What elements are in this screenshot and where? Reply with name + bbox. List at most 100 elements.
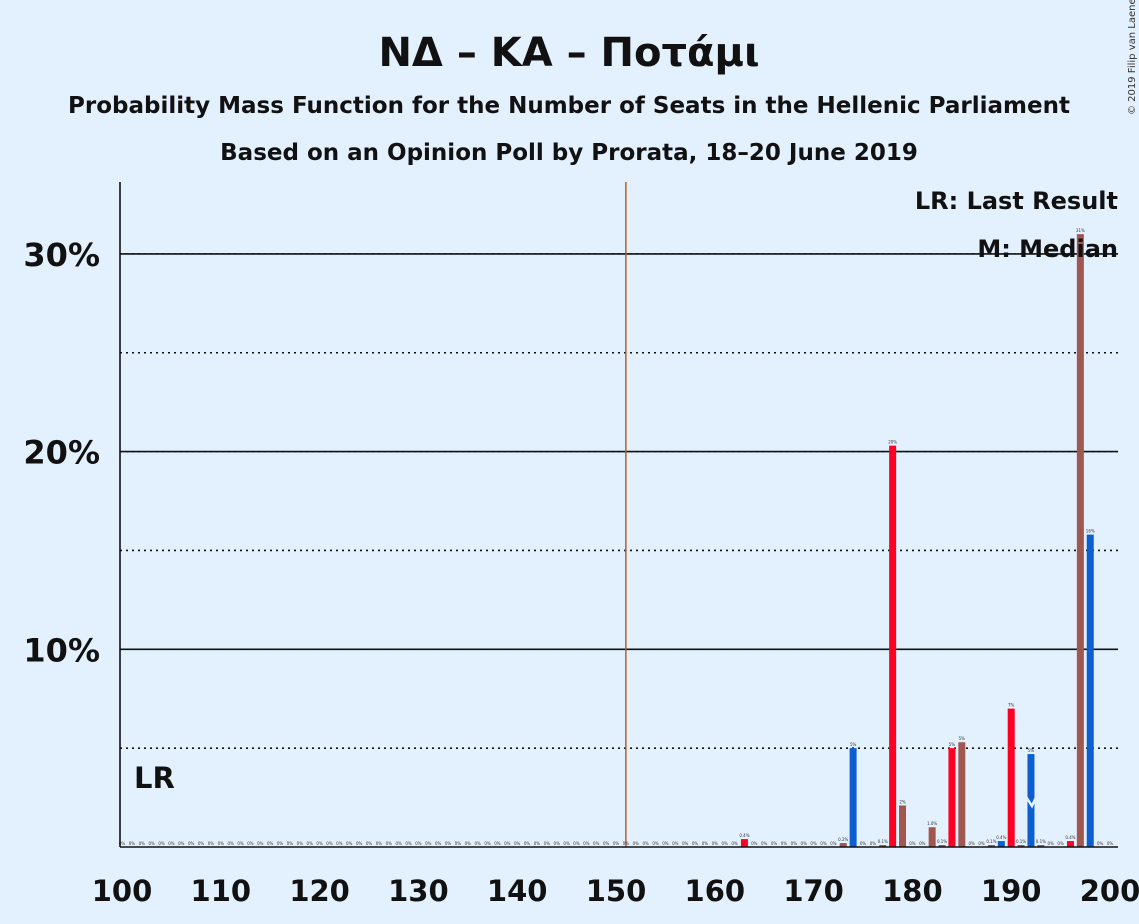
zero-label-106: 0% — [178, 841, 185, 846]
zero-label-126: 0% — [376, 841, 383, 846]
y-tick-30: 30% — [23, 236, 100, 274]
zero-label-152: 0% — [633, 841, 640, 846]
zero-label-113: 0% — [247, 841, 254, 846]
bar-label-183: 0.1% — [937, 839, 947, 844]
zero-label-157: 0% — [682, 841, 689, 846]
zero-label-149: 0% — [603, 841, 610, 846]
bar-188 — [987, 845, 995, 847]
x-tick-110: 110 — [191, 874, 252, 908]
bar-label-178: 20% — [888, 440, 897, 445]
zero-label-134: 0% — [455, 841, 462, 846]
bar-191 — [1017, 845, 1025, 847]
zero-label-111: 0% — [228, 841, 235, 846]
zero-label-124: 0% — [356, 841, 363, 846]
bar-183 — [938, 845, 946, 847]
zero-label-100: 0% — [119, 841, 126, 846]
bar-192 — [1027, 754, 1035, 847]
bar-label-182: 1.0% — [927, 821, 937, 826]
bar-193 — [1037, 845, 1045, 847]
axes — [119, 182, 1118, 848]
zero-label-156: 0% — [672, 841, 679, 846]
bar-label-163: 0.4% — [739, 833, 749, 838]
median-marker — [1023, 794, 1039, 809]
zero-label-132: 0% — [435, 841, 442, 846]
y-tick-20: 20% — [23, 434, 100, 472]
zero-label-121: 0% — [326, 841, 333, 846]
zero-label-168: 0% — [791, 841, 798, 846]
bar-182 — [928, 827, 936, 847]
zero-label-139: 0% — [504, 841, 511, 846]
chart-subtitle-2: Based on an Opinion Poll by Prorata, 18–… — [220, 140, 918, 166]
x-tick-200: 200 — [1080, 874, 1139, 908]
zero-label-144: 0% — [554, 841, 561, 846]
zero-labels: 0% 0% 0% 0% 0% 0% 0% 0% 0% 0% 0% 0% 0% 0% 0% 0% 0% 0% 0% 0%… — [119, 841, 1114, 846]
zero-label-120: 0% — [316, 841, 323, 846]
bar-174 — [849, 748, 857, 847]
gridlines — [120, 253, 1118, 749]
y-tick-10: 10% — [23, 631, 100, 669]
zero-label-166: 0% — [771, 841, 778, 846]
zero-label-101: 0% — [129, 841, 136, 846]
zero-label-159: 0% — [702, 841, 709, 846]
zero-label-141: 0% — [524, 841, 531, 846]
zero-label-200: 0% — [1107, 841, 1114, 846]
zero-label-119: 0% — [307, 841, 314, 846]
zero-label-155: 0% — [662, 841, 669, 846]
zero-label-172: 0% — [830, 841, 837, 846]
bar-label-196: 0.4% — [1065, 835, 1075, 840]
zero-label-112: 0% — [237, 841, 244, 846]
chart-title: ΝΔ – ΚΑ – Ποτάμι — [378, 30, 759, 76]
zero-label-160: 0% — [712, 841, 719, 846]
zero-label-169: 0% — [801, 841, 808, 846]
zero-label-102: 0% — [139, 841, 146, 846]
legend-median: M: Median — [977, 235, 1118, 263]
zero-label-153: 0% — [642, 841, 649, 846]
zero-label-147: 0% — [583, 841, 590, 846]
zero-label-165: 0% — [761, 841, 768, 846]
bar-label-188: 0.1% — [986, 839, 996, 844]
zero-label-195: 0% — [1057, 841, 1064, 846]
bar-label-190: 7% — [1008, 703, 1015, 708]
zero-label-136: 0% — [475, 841, 482, 846]
bar-178 — [889, 445, 897, 847]
zero-label-131: 0% — [425, 841, 432, 846]
bar-185 — [958, 742, 966, 847]
zero-label-116: 0% — [277, 841, 284, 846]
zero-label-118: 0% — [297, 841, 304, 846]
x-tick-180: 180 — [882, 874, 943, 908]
zero-label-130: 0% — [415, 841, 422, 846]
zero-label-150: 0% — [613, 841, 620, 846]
x-tick-100: 100 — [92, 874, 153, 908]
zero-label-167: 0% — [781, 841, 788, 846]
last-result-label: LR — [134, 761, 175, 795]
median-glyph — [1023, 794, 1039, 809]
bar-label-184: 5% — [949, 742, 956, 747]
zero-label-151: 0% — [623, 841, 630, 846]
bar-173 — [839, 843, 847, 847]
zero-label-128: 0% — [395, 841, 402, 846]
zero-label-148: 0% — [593, 841, 600, 846]
zero-label-137: 0% — [484, 841, 491, 846]
x-tick-190: 190 — [981, 874, 1042, 908]
zero-label-161: 0% — [722, 841, 729, 846]
zero-label-103: 0% — [148, 841, 155, 846]
bar-163 — [740, 839, 748, 847]
zero-label-122: 0% — [336, 841, 343, 846]
bar-190 — [1007, 708, 1015, 847]
chart-subtitle-1: Probability Mass Function for the Number… — [68, 93, 1070, 119]
zero-label-158: 0% — [692, 841, 699, 846]
zero-label-115: 0% — [267, 841, 274, 846]
legend-last-result: LR: Last Result — [915, 187, 1118, 215]
zero-label-129: 0% — [405, 841, 412, 846]
x-tick-130: 130 — [388, 874, 449, 908]
zero-label-110: 0% — [218, 841, 225, 846]
zero-label-127: 0% — [386, 841, 393, 846]
bar-label-177: 0.1% — [878, 839, 888, 844]
zero-label-154: 0% — [652, 841, 659, 846]
bar-label-192: 5% — [1028, 748, 1035, 753]
zero-label-194: 0% — [1048, 841, 1055, 846]
bar-189 — [997, 841, 1005, 847]
x-tick-170: 170 — [783, 874, 844, 908]
zero-label-114: 0% — [257, 841, 264, 846]
